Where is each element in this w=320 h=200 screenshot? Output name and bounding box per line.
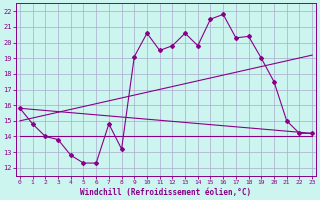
X-axis label: Windchill (Refroidissement éolien,°C): Windchill (Refroidissement éolien,°C) <box>80 188 252 197</box>
